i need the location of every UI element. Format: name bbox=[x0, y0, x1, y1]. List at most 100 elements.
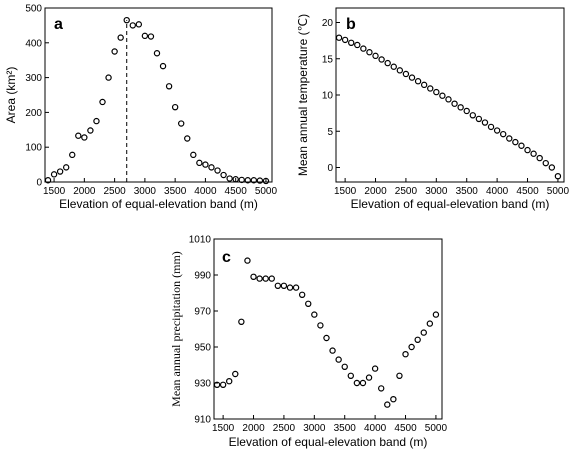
panel-c-data-point bbox=[311, 311, 318, 318]
panel-a-y-tick-label: 500 bbox=[25, 4, 42, 15]
panel-a-x-tick-label: 4000 bbox=[194, 186, 217, 197]
panel-a-data-point bbox=[214, 167, 221, 174]
panel-b-x-tick-label: 1500 bbox=[334, 186, 357, 197]
panel-a-data-point bbox=[165, 83, 173, 90]
panel-a-frame bbox=[44, 7, 273, 183]
panel-b-data-point bbox=[427, 85, 434, 92]
panel-b-data-point bbox=[378, 56, 385, 63]
panel-a-x-tick-label: 2500 bbox=[103, 186, 126, 197]
panel-b: b 1500 2000 2500 3000 3500 4000 4500 5000 0 5 10 1… bbox=[296, 7, 569, 211]
panel-c-data-point bbox=[225, 378, 233, 385]
panel-b-data-point bbox=[463, 107, 470, 115]
panel-b-data-point bbox=[414, 78, 422, 85]
panel-a-data-point bbox=[147, 33, 155, 40]
panel-c-data-point bbox=[280, 282, 288, 289]
panel-c-y-ticks: 910 930 950 970 990 1010 bbox=[189, 235, 218, 426]
panel-b-data-point bbox=[439, 92, 446, 99]
panel-a-data-point bbox=[75, 132, 82, 139]
panel-a-data-point bbox=[81, 134, 88, 141]
panel-a-data-point bbox=[62, 164, 70, 171]
panel-b-data-point bbox=[524, 146, 531, 154]
panel-a-ylabel: Area (km²) bbox=[4, 67, 18, 124]
panel-a-data-point bbox=[250, 177, 258, 184]
panel-a-data-point bbox=[99, 98, 106, 106]
panel-b-data-point bbox=[372, 52, 379, 60]
panel-c-letter: c bbox=[222, 249, 231, 266]
panel-a-x-tick-label: 5000 bbox=[255, 186, 278, 197]
panel-b-data-point bbox=[500, 130, 507, 138]
panel-b-data-point bbox=[354, 41, 361, 49]
panel-b-data-point bbox=[396, 67, 404, 74]
panel-b-data-point bbox=[341, 36, 349, 44]
panel-a-x-tick-label: 3500 bbox=[164, 186, 187, 197]
panel-c-data-point bbox=[238, 318, 245, 325]
panel-b-data-point bbox=[536, 154, 543, 162]
panel-b-frame bbox=[335, 7, 565, 183]
panel-b-x-tick-label: 2500 bbox=[395, 186, 418, 197]
panel-b-points bbox=[335, 34, 562, 180]
panel-c-data-point bbox=[384, 401, 391, 408]
panel-c-data-point bbox=[268, 275, 275, 282]
panel-c-data-point bbox=[298, 291, 306, 298]
panel-b-data-point bbox=[512, 138, 519, 146]
panel-a-data-point bbox=[171, 103, 179, 111]
panel-c-points bbox=[213, 257, 440, 408]
panel-c-data-point bbox=[219, 381, 227, 388]
panel-c-data-point bbox=[286, 284, 294, 291]
panel-a-y-tick-label: 200 bbox=[25, 108, 42, 119]
panel-c-x-tick-label: 2000 bbox=[242, 423, 265, 434]
panel-a-data-point bbox=[226, 175, 233, 182]
panel-c-data-point bbox=[432, 311, 440, 318]
panel-b-xlabel: Elevation of equal-elevation band (m) bbox=[351, 197, 550, 211]
panel-a-data-point bbox=[50, 171, 58, 178]
panel-c-data-point bbox=[353, 379, 361, 387]
panel-a-x-tick-label: 1500 bbox=[43, 186, 66, 197]
panel-b-data-point bbox=[487, 123, 495, 131]
panel-c-data-point bbox=[426, 320, 434, 327]
panel-c-data-point bbox=[317, 322, 324, 329]
panel-c-x-tick-label: 3500 bbox=[334, 423, 357, 434]
panel-c-x-tick-label: 3000 bbox=[303, 423, 326, 434]
panel-a-data-point bbox=[93, 117, 100, 125]
panel-a-data-point bbox=[87, 127, 94, 134]
panel-a-data-point bbox=[135, 21, 143, 28]
panel-b-y-tick-label: 10 bbox=[322, 91, 334, 102]
panel-b-data-point bbox=[548, 164, 556, 171]
panel-c-x-tick-label: 4000 bbox=[364, 423, 387, 434]
panel-c-data-point bbox=[365, 374, 373, 381]
panel-b-y-tick-label: 0 bbox=[327, 163, 333, 174]
panel-c-data-point bbox=[414, 336, 421, 343]
panel-a-y-tick-label: 300 bbox=[25, 73, 42, 84]
panel-c-data-point bbox=[341, 363, 348, 370]
panel-c-y-tick-label: 970 bbox=[194, 307, 211, 318]
panel-a-y-ticks: 0 100 200 300 400 500 bbox=[25, 4, 49, 189]
panel-b-data-point bbox=[518, 142, 525, 149]
panel-b-data-point bbox=[475, 115, 483, 123]
panel-c-data-point bbox=[323, 334, 330, 342]
panel-a-y-tick-label: 400 bbox=[25, 38, 42, 49]
panel-c: c 1500 2000 2500 3000 3500 4000 4500 5000 910 93… bbox=[169, 235, 447, 450]
panel-c-y-tick-label: 990 bbox=[194, 271, 211, 282]
panel-b-y-tick-label: 15 bbox=[322, 54, 334, 65]
panel-a-data-point bbox=[123, 16, 130, 24]
panel-c-data-point bbox=[335, 356, 342, 363]
panel-b-data-point bbox=[366, 49, 373, 56]
panel-a-data-point bbox=[238, 176, 245, 184]
panel-b-data-point bbox=[506, 135, 513, 142]
panel-c-data-point bbox=[390, 396, 397, 403]
panel-b-data-point bbox=[402, 70, 410, 78]
panel-c-y-tick-label: 910 bbox=[194, 415, 211, 426]
panel-a-data-point bbox=[177, 120, 185, 127]
panel-b-data-point bbox=[451, 100, 458, 107]
panel-b-data-point bbox=[335, 34, 343, 41]
panel-a-x-tick-label: 2000 bbox=[73, 186, 96, 197]
panel-a: a 1500 2000 2500 3000 3500 4000 4500 5000 0 100 2… bbox=[4, 4, 278, 212]
panel-b-data-point bbox=[457, 104, 464, 111]
panel-b-data-point bbox=[445, 96, 452, 103]
panel-a-data-point bbox=[69, 151, 76, 159]
panel-c-data-point bbox=[378, 385, 385, 392]
panel-c-data-point bbox=[402, 351, 409, 358]
panel-b-data-point bbox=[433, 88, 440, 96]
panel-b-data-point bbox=[554, 172, 562, 180]
